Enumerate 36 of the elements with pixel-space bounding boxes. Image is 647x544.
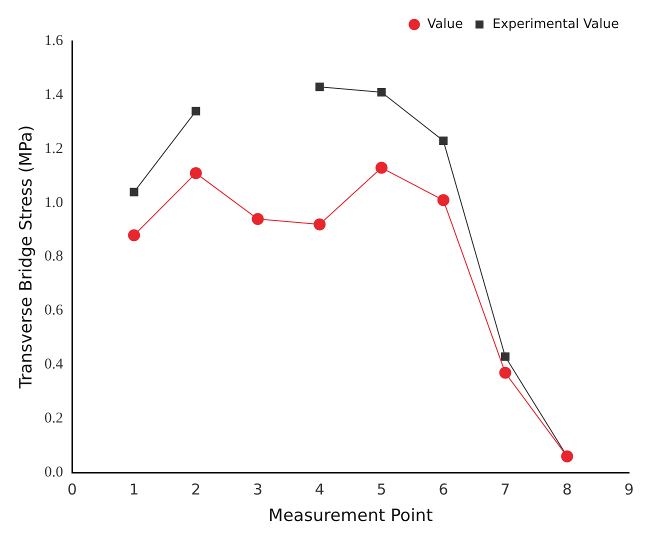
- point: [499, 366, 512, 379]
- point: [315, 82, 324, 92]
- point: [376, 162, 388, 174]
- x-tick-label: 6: [438, 480, 448, 498]
- x-tick-label: 8: [562, 480, 572, 498]
- point: [252, 213, 264, 226]
- x-tick-label: 1: [129, 480, 139, 498]
- x-tick-label: 7: [500, 480, 510, 498]
- x-tick-label: 4: [314, 480, 324, 498]
- x-tick-label: 3: [252, 480, 263, 498]
- y-tick-label: 0.8: [44, 248, 64, 265]
- y-tick-label: 1.6: [44, 32, 64, 49]
- y-tick-label: 0.2: [44, 410, 64, 427]
- y-axis-title: Transverse Bridge Stress (MPa): [16, 125, 37, 390]
- legend-label: Value: [427, 16, 463, 32]
- point: [439, 136, 448, 146]
- point: [128, 229, 140, 242]
- x-tick-label: 5: [376, 480, 386, 498]
- legend-label: Experimental Value: [492, 16, 620, 32]
- y-tick-label: 0.4: [44, 356, 64, 373]
- point: [314, 218, 326, 230]
- point: [377, 88, 386, 96]
- x-tick-label: 0: [67, 480, 77, 498]
- y-tick-label: 0.6: [44, 302, 64, 319]
- point: [190, 167, 202, 180]
- x-axis-title: Measurement Point: [268, 506, 434, 526]
- point: [501, 352, 510, 361]
- point: [437, 194, 450, 206]
- point: [192, 106, 200, 116]
- x-tick-label: 9: [624, 480, 634, 498]
- y-tick-label: 1.4: [44, 86, 64, 103]
- y-tick-label: 1.2: [44, 140, 64, 157]
- y-tick-label: 1.0: [44, 194, 64, 211]
- y-tick-label: 0.0: [44, 464, 64, 481]
- x-tick-label: 2: [191, 480, 201, 498]
- point: [130, 188, 138, 196]
